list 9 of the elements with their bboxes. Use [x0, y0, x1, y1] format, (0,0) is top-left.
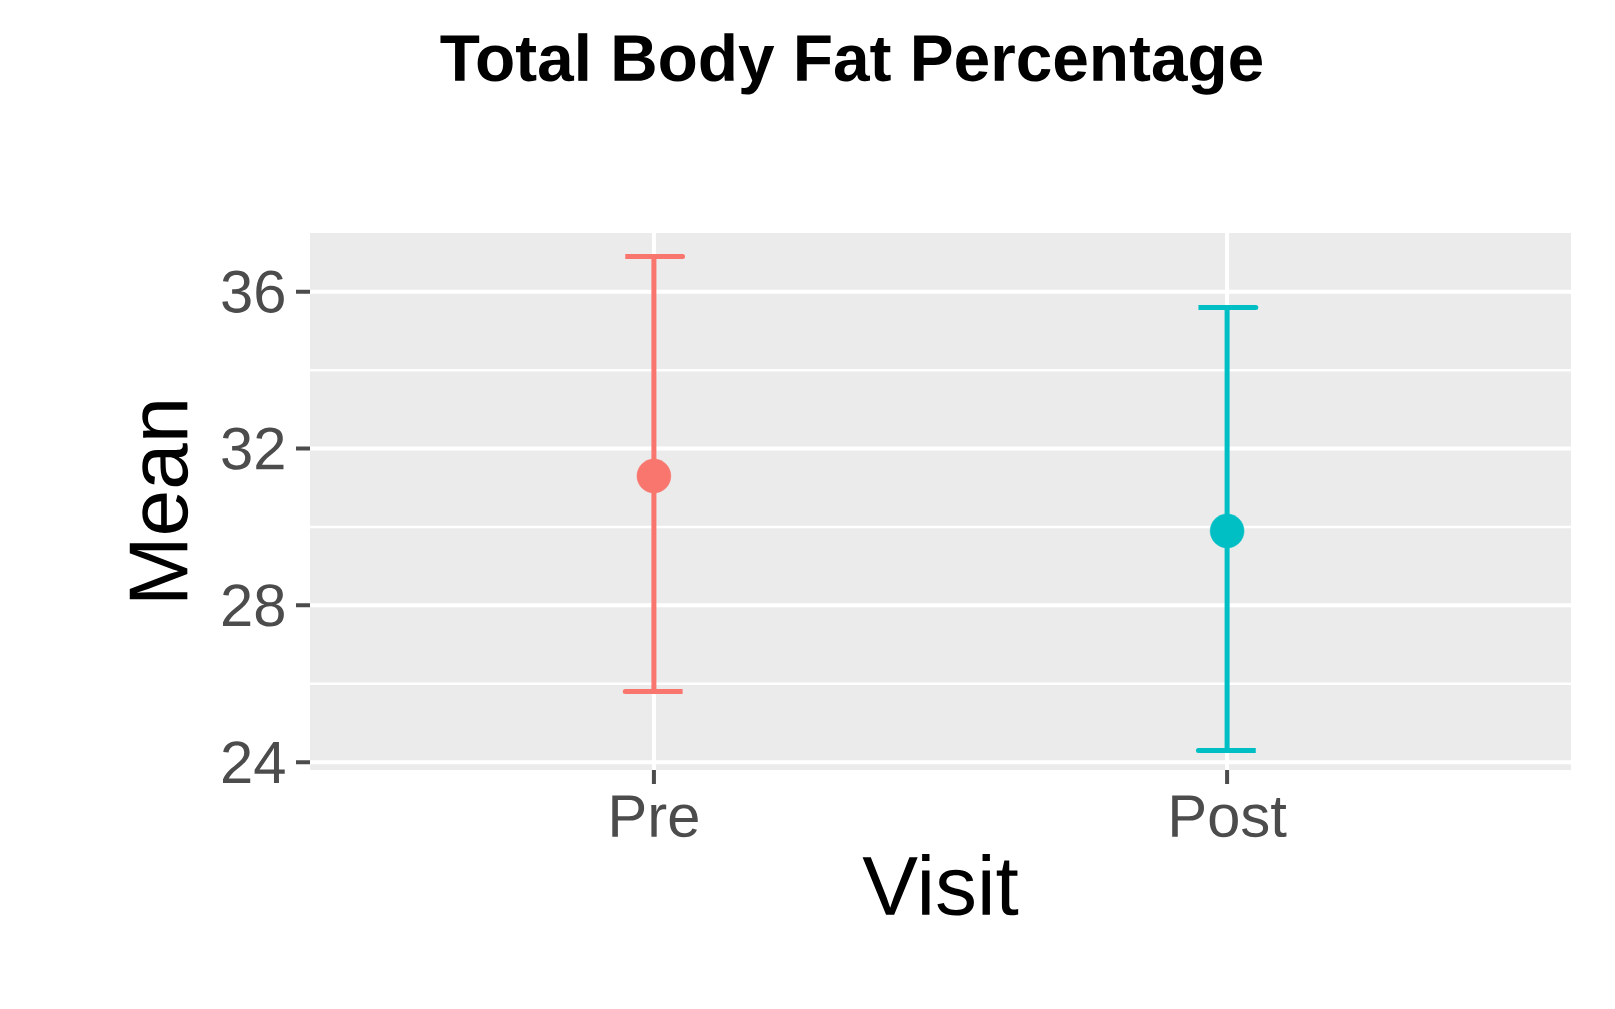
y-axis-title: Mean [129, 402, 189, 600]
y-tick-label: 36 [222, 270, 284, 313]
x-tick-label: Pre [612, 795, 698, 838]
x-tick-label: Post [1172, 795, 1287, 838]
y-tick-label: 24 [223, 741, 285, 784]
x-axis-title: Visit [862, 854, 1019, 916]
chart-title: Total Body Fat Percentage [440, 33, 1262, 95]
y-tick-label: 28 [223, 584, 284, 627]
y-tick-label: 32 [222, 427, 284, 470]
